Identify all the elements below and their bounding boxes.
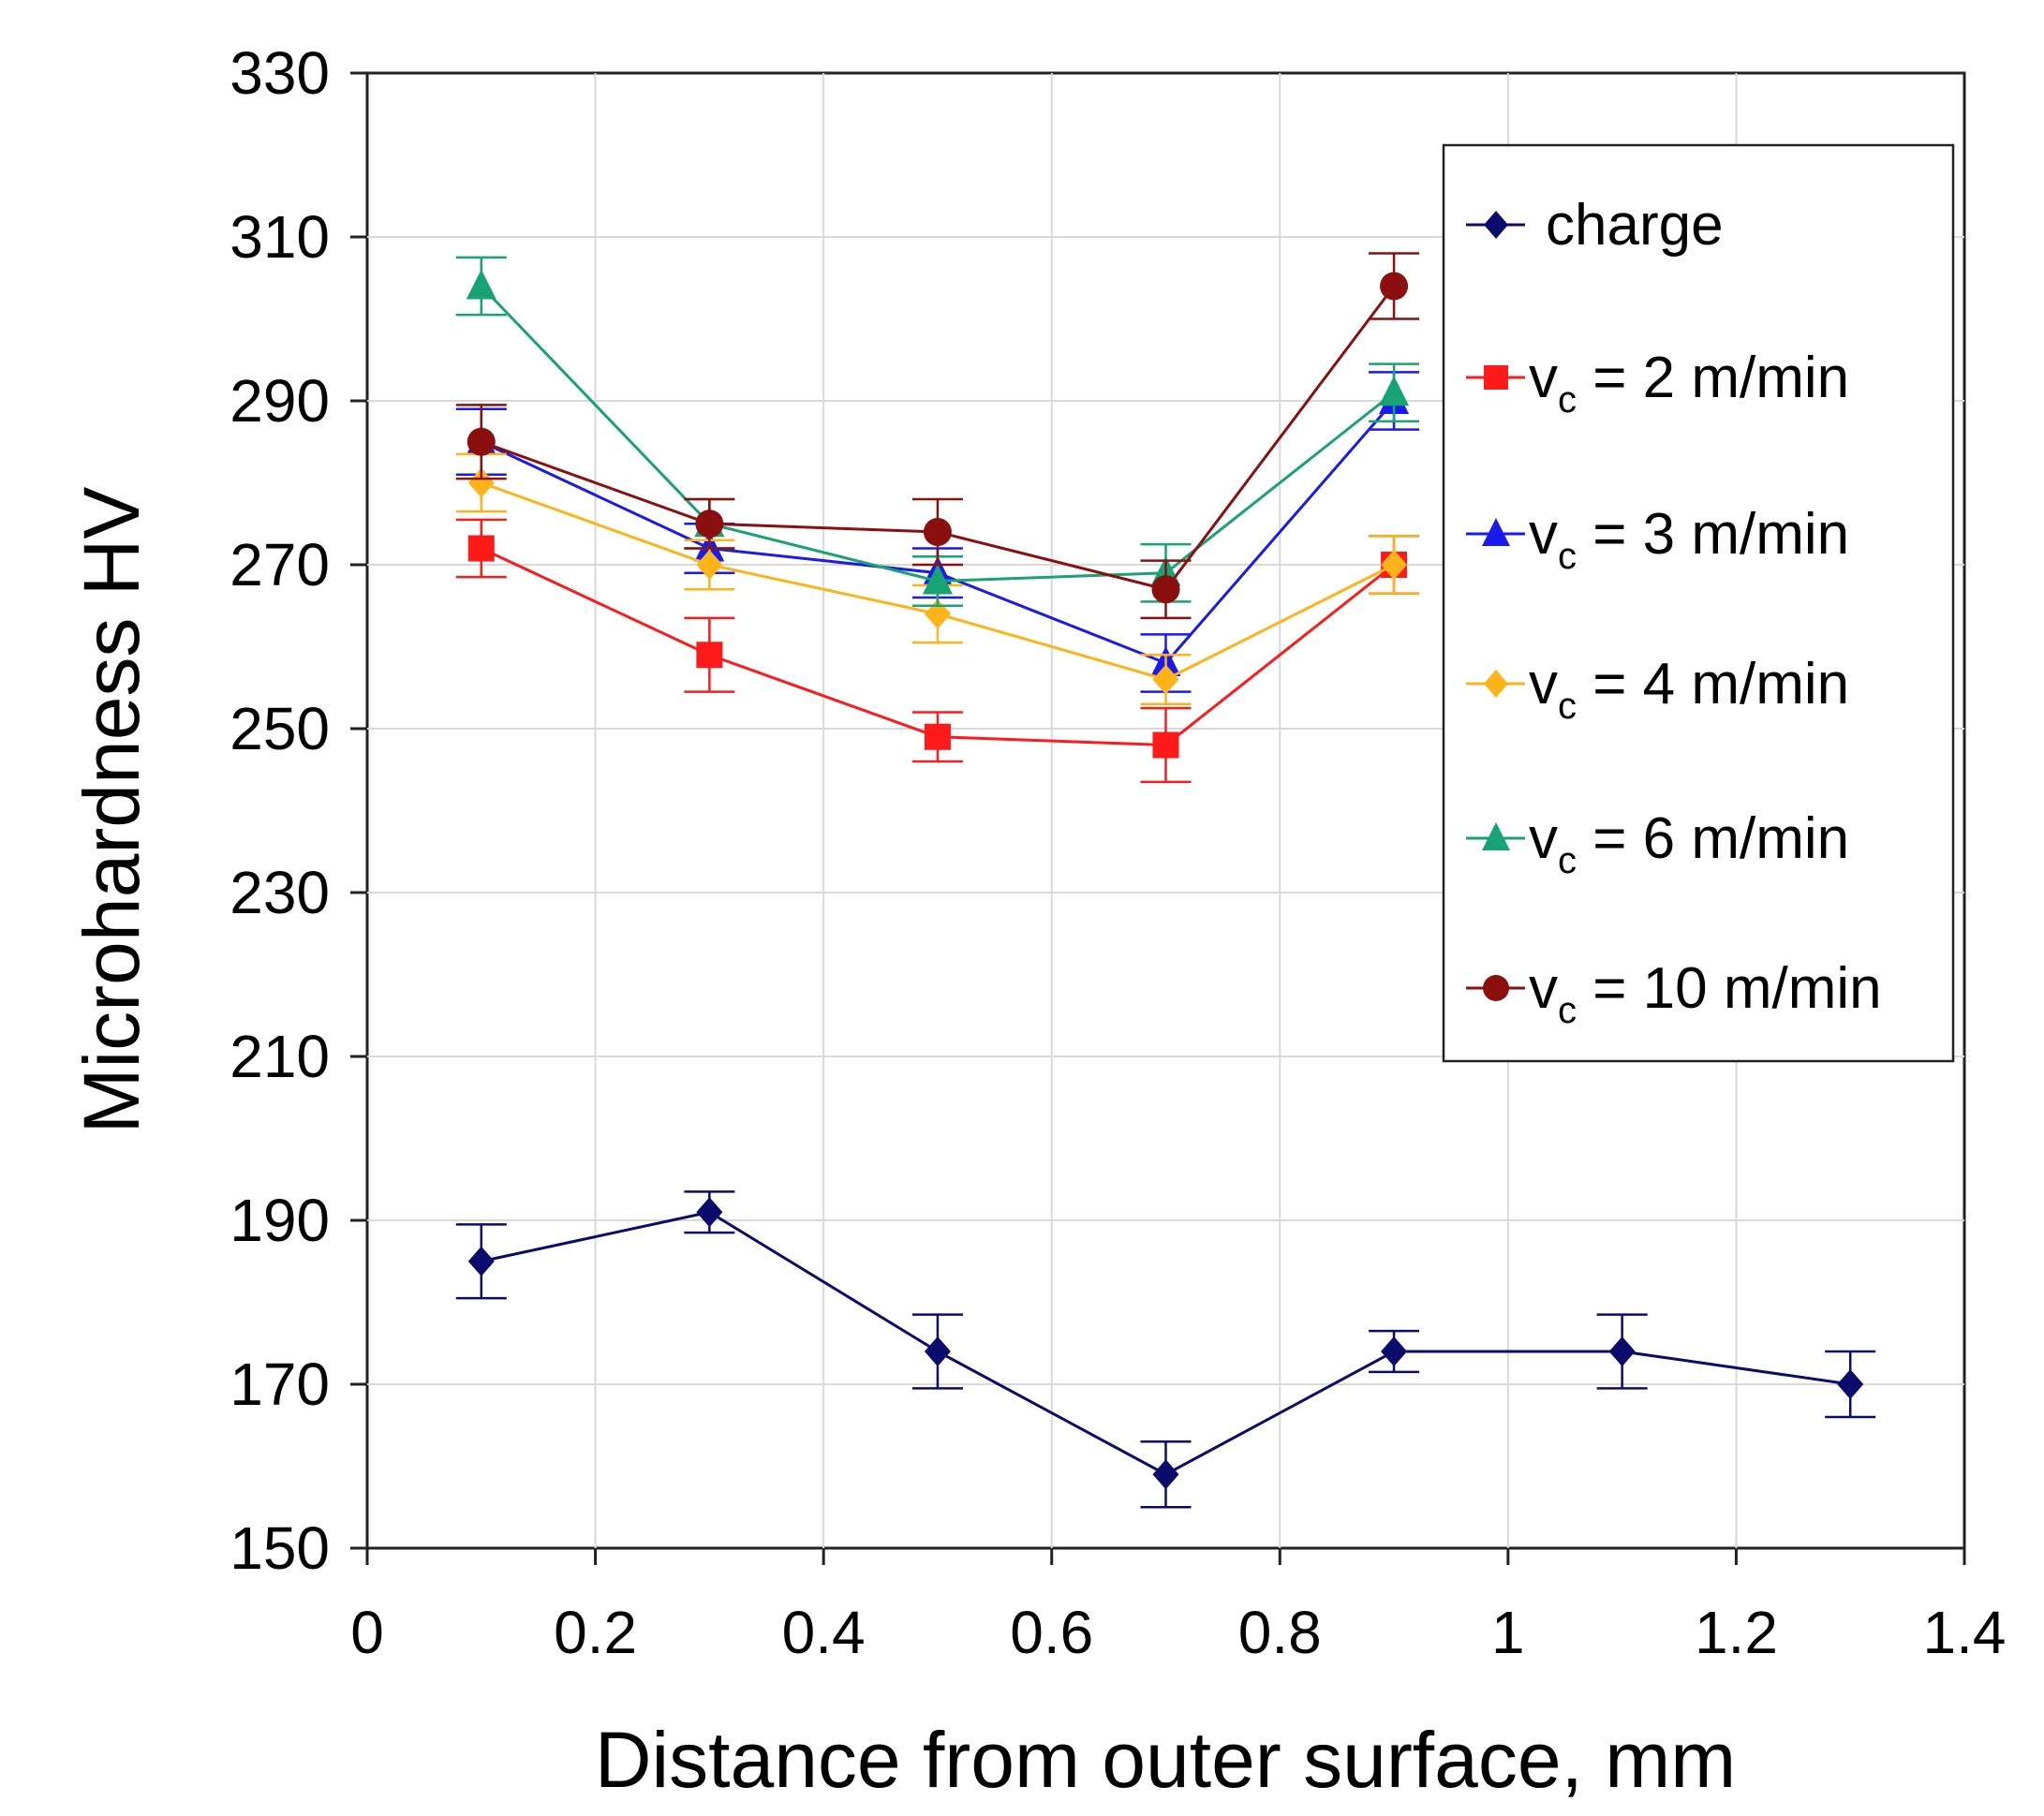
x-tick-label: 0.6 <box>1010 1599 1093 1666</box>
legend-label: charge <box>1546 193 1724 258</box>
legend: charge vc = 2 m/min vc = 3 m/min vc = 4 m/m… <box>1442 143 1955 1063</box>
x-tick-label: 0.8 <box>1238 1599 1322 1666</box>
data-point <box>467 467 495 498</box>
y-tick-label: 270 <box>230 531 330 598</box>
legend-item: vc = 6 m/min <box>1466 806 1849 881</box>
y-tick-label: 310 <box>230 203 330 271</box>
legend-item: charge <box>1466 193 1724 258</box>
data-point <box>696 1197 723 1228</box>
legend-label: vc = 4 m/min <box>1529 652 1849 727</box>
series-5 <box>455 252 1420 620</box>
legend-marker <box>1483 975 1509 1001</box>
data-point <box>1379 376 1410 406</box>
legend-label: vc = 3 m/min <box>1529 502 1849 577</box>
legend-label: vc = 6 m/min <box>1529 806 1849 881</box>
data-point <box>696 642 723 669</box>
y-axis-title: Microhardness HV <box>67 487 156 1134</box>
data-point <box>695 509 724 539</box>
grid-layer <box>367 73 1964 1548</box>
data-point <box>1381 1336 1408 1366</box>
y-tick-label: 150 <box>230 1514 330 1582</box>
y-tick-label: 210 <box>230 1023 330 1090</box>
tick-layer: 0 0.2 0.4 0.6 0.8 1 1.2 1.4 150 170 190 210 230 250 27… <box>230 39 2006 1666</box>
data-point <box>467 1246 495 1277</box>
legend-label: vc = 10 m/min <box>1529 956 1882 1031</box>
legend-marker <box>1482 822 1510 850</box>
data-point <box>467 427 496 456</box>
x-tick-label: 0.2 <box>554 1599 637 1666</box>
data-point <box>1608 1336 1636 1366</box>
data-point <box>922 564 953 595</box>
data-point <box>923 518 952 546</box>
legend-label: vc = 2 m/min <box>1529 346 1849 421</box>
x-tick-label: 1.2 <box>1695 1599 1778 1666</box>
data-point <box>924 1336 951 1366</box>
legend-item: vc = 2 m/min <box>1466 346 1849 421</box>
data-point <box>696 550 723 580</box>
x-tick-label: 0.4 <box>782 1599 866 1666</box>
data-point <box>1152 664 1179 695</box>
series-0 <box>455 1190 1876 1509</box>
data-point <box>1381 550 1408 580</box>
data-point <box>467 535 495 562</box>
legend-item: vc = 3 m/min <box>1466 502 1849 577</box>
data-point <box>1151 575 1180 604</box>
y-tick-label: 330 <box>230 39 330 107</box>
y-tick-label: 250 <box>230 695 330 762</box>
legend-item: vc = 10 m/min <box>1466 956 1882 1031</box>
y-tick-label: 290 <box>230 367 330 435</box>
x-axis-title: Distance from outer surface, mm <box>595 1716 1736 1804</box>
data-point <box>1152 731 1179 759</box>
legend-marker <box>1484 211 1508 239</box>
data-point <box>1380 272 1409 301</box>
data-point <box>1837 1369 1864 1399</box>
legend-box <box>1442 143 1955 1063</box>
y-tick-label: 170 <box>230 1351 330 1418</box>
y-tick-label: 190 <box>230 1187 330 1254</box>
data-point <box>1152 1459 1179 1490</box>
x-tick-label: 1.4 <box>1923 1599 2007 1666</box>
x-tick-label: 0 <box>350 1599 384 1666</box>
legend-item: vc = 4 m/min <box>1466 652 1849 727</box>
data-point <box>924 723 951 750</box>
x-tick-label: 1 <box>1491 1599 1525 1666</box>
y-tick-label: 230 <box>230 859 330 926</box>
legend-marker <box>1484 365 1508 390</box>
data-point <box>466 269 496 300</box>
legend-marker <box>1484 670 1508 698</box>
legend-marker <box>1482 518 1510 546</box>
series-layer <box>455 252 1876 1509</box>
